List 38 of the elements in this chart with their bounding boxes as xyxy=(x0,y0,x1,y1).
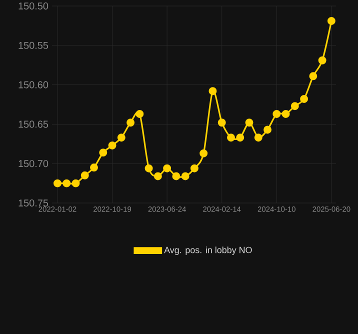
legend-label: Avg. pos. in lobby NO xyxy=(164,246,252,255)
point xyxy=(200,149,208,158)
point xyxy=(300,94,308,103)
point xyxy=(62,179,71,188)
point xyxy=(72,179,80,188)
y-tick-label: 150.55 xyxy=(18,42,48,49)
point xyxy=(226,134,235,142)
y-tick-label: 150.70 xyxy=(18,160,48,168)
point xyxy=(144,164,153,172)
point xyxy=(90,164,98,172)
point xyxy=(264,126,272,134)
y-tick-label: 150.60 xyxy=(18,81,48,88)
point xyxy=(218,118,226,127)
point xyxy=(309,72,318,80)
point xyxy=(136,110,144,118)
point xyxy=(254,134,262,142)
point xyxy=(99,148,108,157)
y-tick-label: 150.50 xyxy=(18,2,48,10)
point xyxy=(172,172,180,180)
point xyxy=(80,171,89,180)
point xyxy=(318,56,326,64)
point xyxy=(154,172,162,180)
point xyxy=(108,141,116,150)
point xyxy=(245,118,254,127)
point xyxy=(163,164,172,172)
y-tick-label: 150.75 xyxy=(18,199,48,207)
point xyxy=(126,118,135,127)
point xyxy=(208,87,217,96)
point xyxy=(117,134,126,142)
y-tick-label: 150.65 xyxy=(18,120,48,128)
point xyxy=(272,110,281,118)
point xyxy=(53,179,62,188)
point xyxy=(181,172,190,180)
point xyxy=(290,102,299,110)
point xyxy=(190,164,198,172)
point xyxy=(282,110,290,118)
point xyxy=(327,16,336,25)
point xyxy=(236,134,244,142)
